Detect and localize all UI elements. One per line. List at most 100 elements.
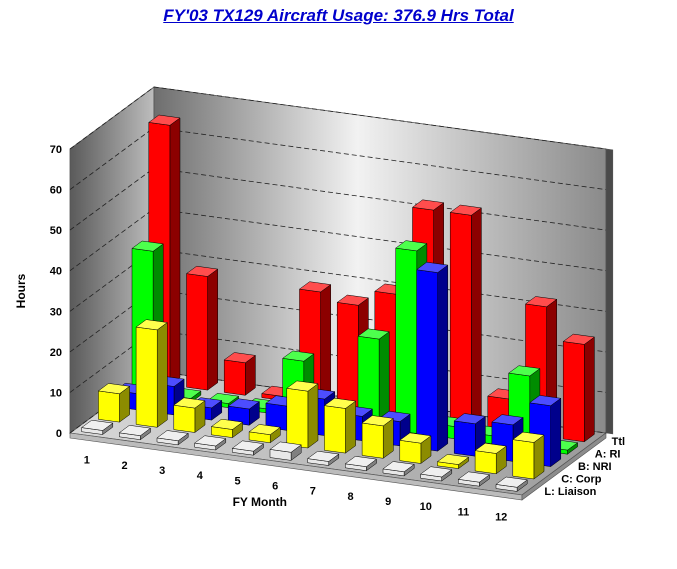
bar [474, 442, 507, 475]
bar [269, 441, 302, 461]
bar-top [361, 415, 394, 427]
series-label: B: NRI [578, 461, 612, 473]
bar-front [324, 405, 346, 454]
bar-top [415, 261, 449, 273]
x-tick-label: 4 [197, 470, 204, 482]
floor-edge-side [521, 432, 607, 501]
bar-top [411, 199, 445, 211]
gridline [69, 86, 607, 150]
series-label: Ttl [612, 436, 625, 448]
bar-top [508, 365, 541, 377]
bar-side [169, 117, 181, 386]
bar-top [357, 328, 390, 340]
bar-top [248, 424, 281, 435]
bar-top [118, 425, 152, 436]
bar [135, 319, 168, 428]
bar [286, 380, 319, 449]
bar [306, 450, 340, 466]
bar [173, 397, 206, 433]
bar-front [223, 359, 246, 396]
bar-front [449, 212, 472, 427]
x-tick-label: 3 [159, 465, 165, 477]
bar [449, 204, 483, 427]
series-label: A: RI [595, 449, 621, 461]
bar-top [306, 450, 340, 462]
y-tick-label: 10 [50, 387, 62, 399]
bar-top [282, 350, 315, 362]
x-tick-label: 2 [121, 460, 127, 472]
x-tick-label: 6 [272, 480, 278, 492]
bar [80, 419, 114, 435]
bar-side [584, 336, 595, 443]
bar-front [186, 273, 208, 391]
x-tick-label: 9 [385, 496, 391, 508]
bar-top [97, 383, 131, 395]
bar [227, 398, 261, 426]
bar-top [210, 418, 244, 430]
bar [419, 466, 453, 482]
bar [495, 476, 528, 492]
bar-top [453, 413, 487, 425]
bar-front [512, 439, 535, 480]
bar-front [361, 422, 384, 459]
bar-top [512, 431, 545, 443]
bar-top [399, 432, 432, 444]
bar-side [550, 397, 562, 468]
bar-top [173, 397, 206, 409]
bar-top [131, 240, 164, 252]
bar [156, 430, 189, 446]
bar-top [419, 466, 453, 478]
bar-top [298, 281, 332, 293]
bar [344, 456, 378, 472]
bar [223, 352, 257, 396]
bar-top [135, 319, 168, 331]
bar-front [336, 302, 359, 412]
x-tick-label: 1 [84, 455, 90, 467]
bar-front [98, 390, 120, 423]
bar-top [227, 398, 261, 410]
bar-side [471, 207, 482, 427]
bar-top [491, 414, 524, 426]
bar-top [148, 114, 181, 126]
bar [399, 432, 432, 464]
y-axis-title: Hours [14, 273, 28, 308]
bar-side [437, 264, 449, 452]
bar-top [323, 397, 357, 409]
bar [248, 424, 281, 444]
bar [118, 425, 152, 441]
bar-front [173, 404, 196, 433]
y-tick-label: 60 [50, 185, 62, 197]
bar [231, 440, 265, 456]
bar-top [336, 294, 370, 306]
bar-front [395, 247, 418, 434]
bar-top [344, 456, 378, 467]
bar [323, 397, 357, 454]
bar-side [307, 383, 319, 449]
bar-side [345, 400, 356, 454]
bar-top [562, 333, 596, 345]
series-label: L: Liaison [544, 486, 596, 498]
x-tick-label: 11 [458, 506, 470, 518]
bar [457, 471, 491, 487]
bar [210, 418, 244, 439]
bar-top [286, 380, 319, 392]
bar-front [135, 326, 158, 428]
bar-front [453, 420, 476, 457]
bar [193, 435, 227, 451]
bar [562, 333, 596, 443]
bar [185, 265, 219, 391]
bar-side [156, 322, 168, 428]
bar-top [80, 419, 114, 431]
bar-top [193, 435, 227, 447]
bar [357, 328, 390, 429]
bar-top [436, 454, 470, 465]
x-tick-label: 8 [347, 491, 353, 503]
bar [97, 383, 131, 423]
bars [80, 114, 596, 492]
x-axis-title: FY Month [233, 495, 287, 509]
x-tick-label: 5 [234, 475, 240, 487]
y-tick-label: 0 [56, 428, 62, 440]
bar [512, 431, 545, 480]
bar-top [231, 440, 265, 452]
